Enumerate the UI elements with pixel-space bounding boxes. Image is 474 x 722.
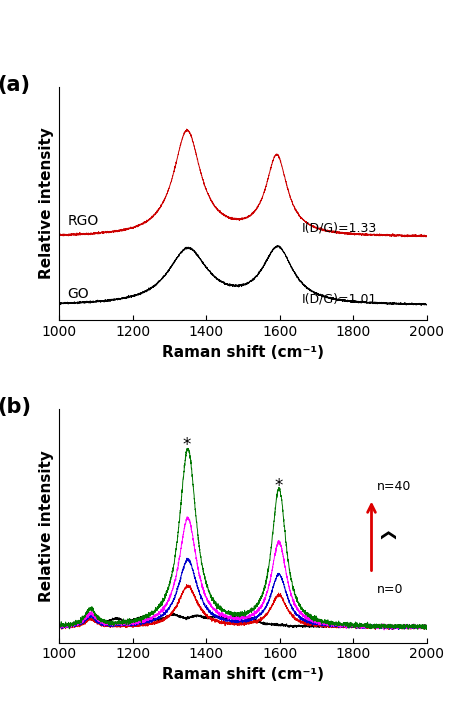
Text: GO: GO <box>67 287 89 301</box>
Text: I(D/G)=1.01: I(D/G)=1.01 <box>301 292 377 305</box>
Y-axis label: Relative intensity: Relative intensity <box>39 128 54 279</box>
Text: *: * <box>274 477 283 495</box>
X-axis label: Raman shift (cm⁻¹): Raman shift (cm⁻¹) <box>162 667 324 682</box>
X-axis label: Raman shift (cm⁻¹): Raman shift (cm⁻¹) <box>162 344 324 360</box>
Text: n=40: n=40 <box>377 480 411 493</box>
Text: (a): (a) <box>0 75 30 95</box>
Text: *: * <box>182 436 191 454</box>
Y-axis label: Relative intensity: Relative intensity <box>39 450 54 601</box>
Text: (b): (b) <box>0 397 31 417</box>
Text: RGO: RGO <box>67 214 99 228</box>
Text: I(D/G)=1.33: I(D/G)=1.33 <box>301 221 377 234</box>
Text: n=0: n=0 <box>377 583 403 596</box>
Text: ❮: ❮ <box>378 530 393 542</box>
